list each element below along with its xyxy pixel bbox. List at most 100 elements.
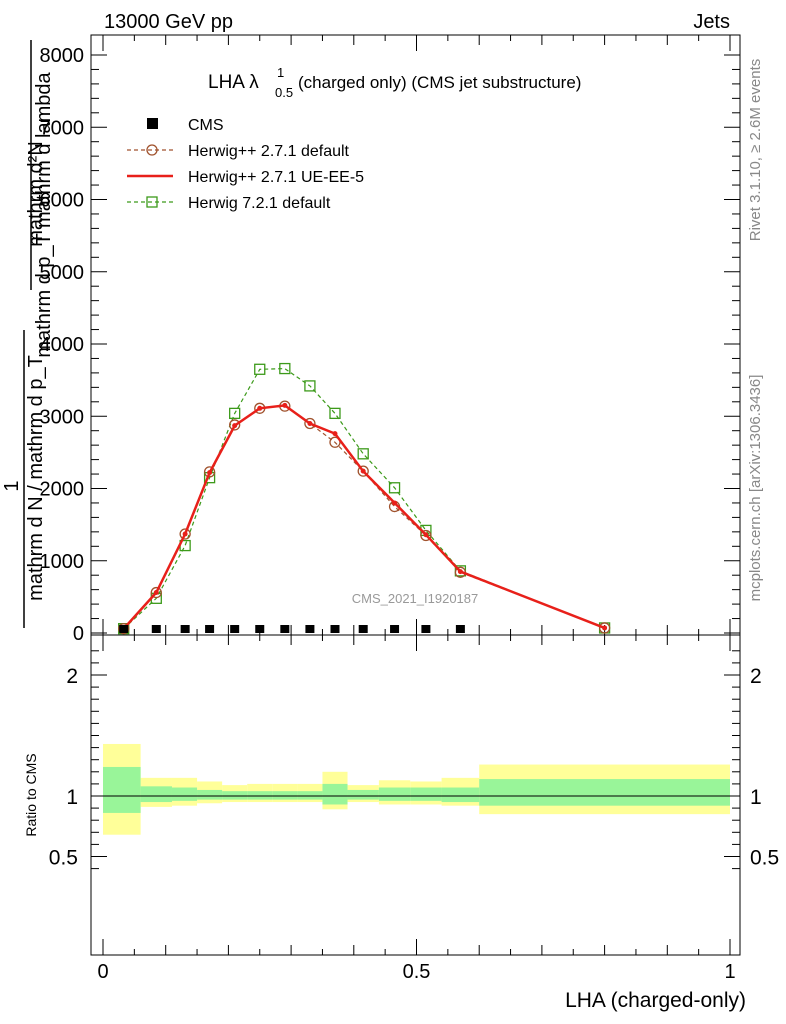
legend-label-herwig271: Herwig++ 2.7.1 default <box>188 143 350 160</box>
series-line-2 <box>122 404 606 630</box>
xtick-label: 0.5 <box>403 961 431 983</box>
series-point-cms <box>421 625 431 633</box>
series-point-herwig271 <box>598 622 611 634</box>
ratio-ytick-label: 1 <box>66 786 78 809</box>
ratio-plot-frame <box>90 634 741 956</box>
ratio-band-inner <box>297 791 323 800</box>
ratio-band-inner <box>197 789 223 800</box>
rivet-label: Rivet 3.1.10, ≥ 2.6M events <box>747 59 764 242</box>
ratio-band-inner <box>378 787 411 801</box>
xtick-label: 0 <box>97 961 108 983</box>
series-layer <box>118 362 611 635</box>
ratio-band-inner <box>347 789 379 800</box>
series-point-herwig271ue <box>232 423 238 429</box>
series-point-herwig721 <box>388 482 401 494</box>
series-point-herwig271 <box>179 528 191 540</box>
xtick-labels: 0 0.5 1 <box>97 961 735 983</box>
legend-label-herwig271ue: Herwig++ 2.7.1 UE-EE-5 <box>188 169 364 186</box>
main-ylabel: mathrm d²N mathrm d p_T mathrm d lambda … <box>1 40 55 628</box>
legend-label-herwig721: Herwig 7.2.1 default <box>188 195 331 212</box>
legend: CMS Herwig++ 2.7.1 default Herwig++ 2.7.… <box>127 117 364 212</box>
main-ytick-label: 8000 <box>40 45 85 67</box>
series-point-cms <box>390 625 400 633</box>
main-ytick-label: 2000 <box>40 479 85 501</box>
ratio-bands <box>103 743 730 835</box>
x-axis-label: LHA (charged-only) <box>565 989 746 1012</box>
series-point-herwig271ue <box>457 569 463 575</box>
series-point-herwig271ue <box>182 531 188 537</box>
ratio-ytick-labels: 0.5 0.5 1 1 2 2 <box>49 665 779 870</box>
series-point-herwig271 <box>304 417 316 430</box>
ratio-band-inner <box>272 791 298 800</box>
series-point-cms <box>180 625 190 633</box>
ratio-band-inner <box>103 766 141 813</box>
plot-title: LHA λ 1 0.5 (charged only) (CMS jet subs… <box>208 65 581 100</box>
legend-marker-herwig721 <box>146 196 158 208</box>
analysis-id: CMS_2021_I1920187 <box>352 591 479 606</box>
series-point-cms <box>305 625 315 633</box>
legend-marker-herwig271 <box>146 144 158 156</box>
series-point-herwig721 <box>229 407 241 420</box>
ratio-ytick-label: 2 <box>66 665 78 688</box>
series-point-cms <box>230 625 240 633</box>
main-ytick-label: 3000 <box>40 406 85 428</box>
ylabel-line3: 1 <box>1 480 23 491</box>
series-point-cms <box>119 625 129 633</box>
series-line-3 <box>123 367 605 630</box>
plot-title-rest: (charged only) (CMS jet substructure) <box>298 73 581 92</box>
series-point-cms <box>358 625 368 633</box>
legend-marker-cms <box>147 118 158 129</box>
series-point-herwig271ue <box>153 590 159 596</box>
header-energy: 13000 GeV pp <box>104 11 233 33</box>
ratio-ytick-label-right: 0.5 <box>750 847 779 870</box>
series-point-herwig271 <box>203 466 216 478</box>
series-point-cms <box>330 625 340 633</box>
series-point-herwig271ue <box>282 402 288 408</box>
series-point-herwig721 <box>279 362 291 375</box>
main-ytick-labels: 0 1000 2000 3000 4000 5000 6000 7000 8000 <box>40 45 85 645</box>
plot-title-sub: 0.5 <box>275 85 293 100</box>
ratio-axis-ticks <box>91 635 740 955</box>
main-ytick-label: 1000 <box>40 551 85 573</box>
series-point-herwig271 <box>420 529 432 542</box>
series-point-herwig271ue <box>332 431 338 437</box>
series-point-herwig721 <box>329 407 341 420</box>
plot-title-sup: 1 <box>277 65 284 80</box>
series-point-cms <box>255 625 265 633</box>
ylabel-line2: mathrm d p_T mathrm d lambda <box>33 71 55 357</box>
series-point-cms <box>455 625 465 633</box>
main-ytick-label: 7000 <box>40 117 85 139</box>
ratio-ytick-label: 0.5 <box>49 847 78 870</box>
ratio-band-inner <box>140 786 172 803</box>
ratio-band-inner <box>441 787 480 803</box>
main-ytick-label: 4000 <box>40 334 85 356</box>
series-point-herwig271ue <box>360 468 366 474</box>
mcplots-label: mcplots.cern.ch [arXiv:1306.3436] <box>747 375 764 602</box>
ratio-band-inner <box>410 787 442 801</box>
series-point-herwig721 <box>304 380 316 392</box>
series-point-herwig271ue <box>602 625 608 631</box>
series-point-herwig271ue <box>423 532 429 538</box>
ratio-band-inner <box>479 779 730 806</box>
ratio-band-inner <box>247 791 273 800</box>
xtick-label: 1 <box>724 961 735 983</box>
series-point-herwig271 <box>150 586 162 599</box>
main-ytick-label: 0 <box>73 623 84 645</box>
ylabel-line4: mathrm d N / mathrm d p_T <box>25 355 47 601</box>
ratio-ylabel: Ratio to CMS <box>23 753 39 836</box>
main-ytick-label: 5000 <box>40 262 85 284</box>
series-point-herwig721 <box>254 363 266 375</box>
series-point-cms <box>280 625 290 633</box>
ratio-ytick-label-right: 1 <box>750 786 762 809</box>
series-point-herwig721 <box>357 448 369 460</box>
series-point-cms <box>205 625 215 633</box>
ratio-ytick-label-right: 2 <box>750 665 762 688</box>
series-point-herwig271ue <box>207 470 213 476</box>
series-point-herwig271 <box>229 419 241 431</box>
header-process: Jets <box>693 11 730 33</box>
main-ytick-label: 6000 <box>40 190 85 212</box>
series-point-herwig271ue <box>257 405 263 411</box>
ratio-band-inner <box>171 787 198 801</box>
series-point-herwig271ue <box>307 420 313 426</box>
